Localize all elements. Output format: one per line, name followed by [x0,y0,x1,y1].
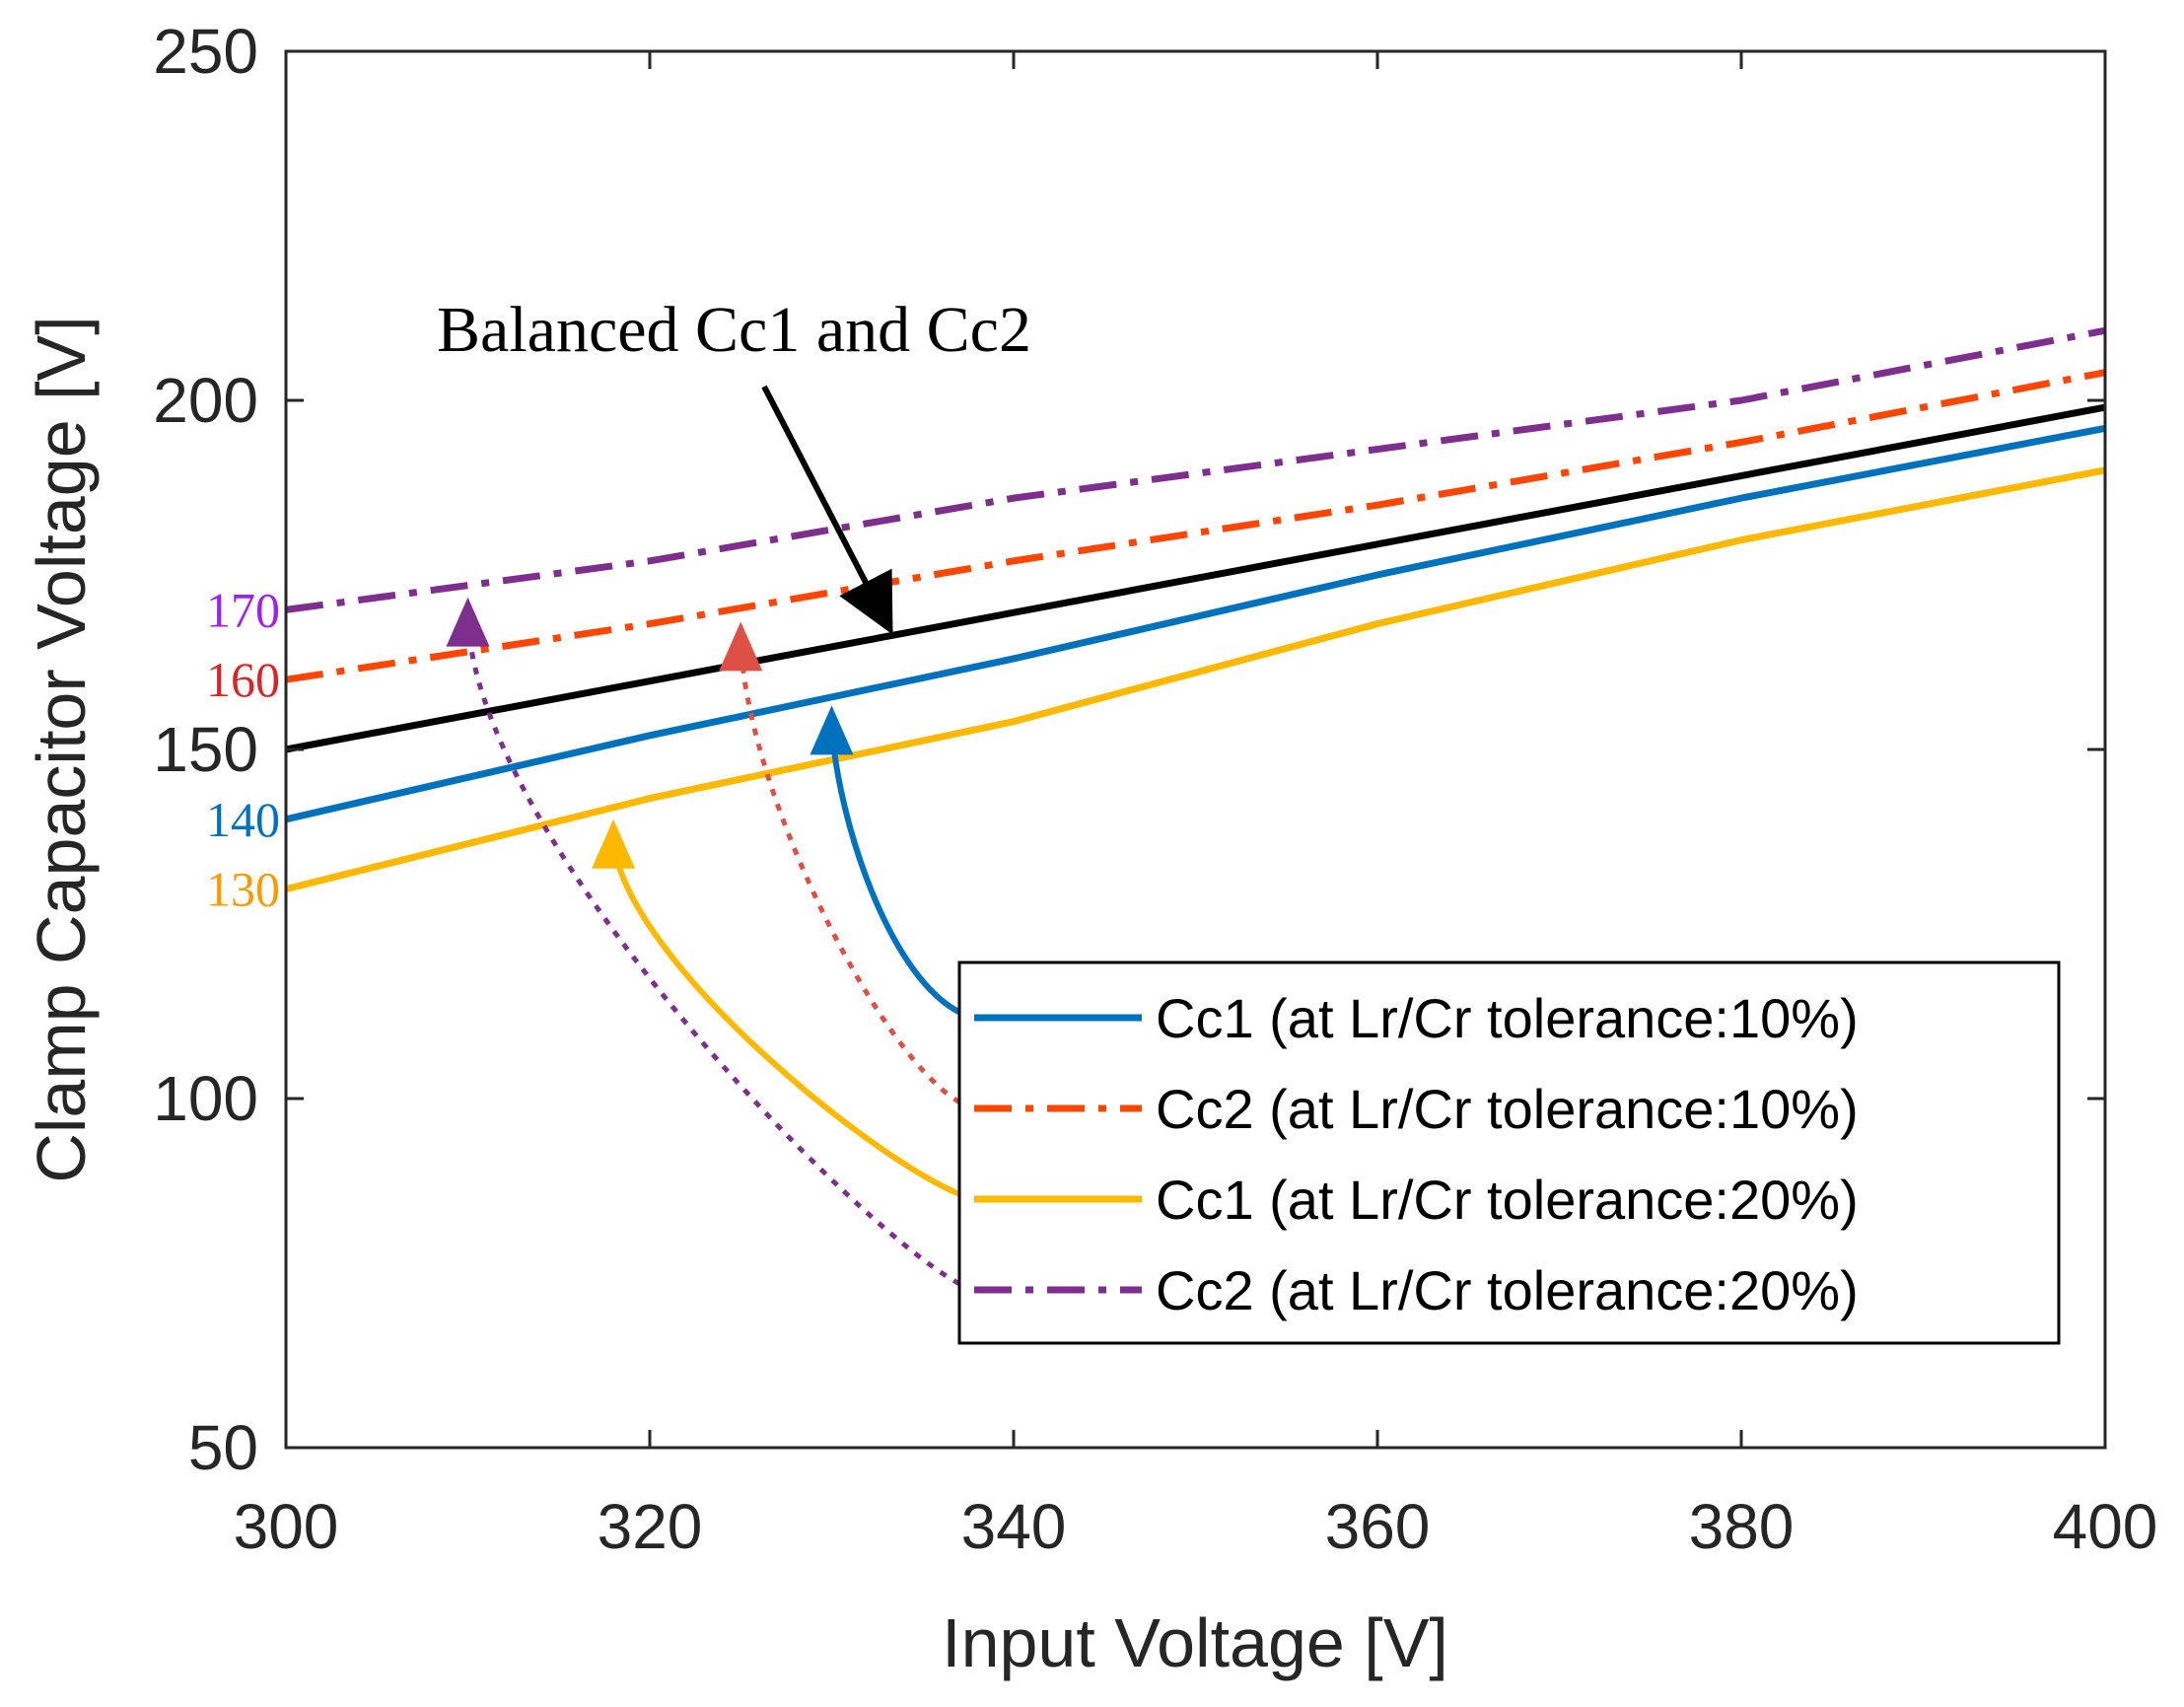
legend-label-2: Cc2 (at Lr/Cr tolerance:10%) [1156,1078,1859,1140]
x-tick-label-320: 320 [598,1491,703,1562]
callout-arrowhead-2 [719,621,763,672]
side-label-140: 140 [206,792,280,847]
balanced-annotation: Balanced Cc1 and Cc2 [437,294,1031,366]
legend-entries: Cc1 (at Lr/Cr tolerance:10%) Cc2 (at Lr/C… [974,987,1859,1321]
x-axis-title: Input Voltage [V] [942,1604,1448,1681]
y-tick-label-150: 150 [153,714,258,785]
x-tick-label-340: 340 [961,1491,1067,1562]
balanced-annotation-arrow [761,385,893,635]
side-label-160: 160 [206,652,280,707]
side-labels: 170 160 140 130 [206,582,280,916]
series-layer [285,326,2106,892]
y-tick-label-50: 50 [188,1412,258,1483]
series-line-3 [285,466,2106,892]
callout-arrowhead-1 [810,705,854,755]
series-line-1 [285,424,2106,823]
legend-box [957,960,2061,1345]
callout-layer [446,597,975,1293]
legend-label-3: Cc1 (at Lr/Cr tolerance:20%) [1156,1169,1859,1231]
series-line-4 [285,326,2106,613]
callout-curve-1 [828,723,975,1021]
series-line-5 [285,403,2106,753]
callout-curve-2 [738,639,975,1111]
y-tick-label-200: 200 [153,365,258,436]
series-line-2 [285,369,2106,683]
callout-arrowhead-3 [592,818,636,869]
legend: Cc1 (at Lr/Cr tolerance:10%) Cc2 (at Lr/C… [957,960,2061,1345]
x-tick-label-400: 400 [2053,1491,2158,1562]
x-tick-label-380: 380 [1689,1491,1795,1562]
legend-label-4: Cc2 (at Lr/Cr tolerance:20%) [1156,1259,1859,1321]
callout-curve-4 [465,614,975,1293]
callout-arrowhead-4 [446,597,490,647]
y-tick-label-100: 100 [153,1063,258,1134]
y-axis-title: Clamp Capacitor Voltage [V] [23,316,100,1182]
legend-label-1: Cc1 (at Lr/Cr tolerance:10%) [1156,987,1859,1049]
side-label-130: 130 [206,862,280,917]
callout-curve-3 [610,836,975,1202]
y-tick-label-250: 250 [153,16,258,87]
x-tick-label-360: 360 [1325,1491,1431,1562]
side-label-170: 170 [206,582,280,637]
tick-layer: 300 320 340 360 380 400 50 100 150 200 250 [153,16,2157,1562]
x-tick-label-300: 300 [234,1491,339,1562]
